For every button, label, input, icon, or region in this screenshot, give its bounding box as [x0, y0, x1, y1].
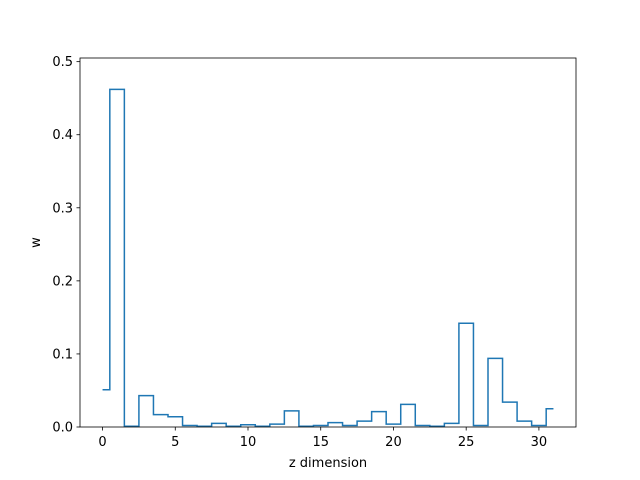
series-line-0: [102, 88, 554, 428]
y-axis: 0.0 0.1 0.2 0.3 0.4 0.5: [52, 55, 80, 436]
y-tick-label: 0.0: [52, 421, 73, 436]
x-tick-label: 5: [171, 435, 179, 450]
x-tick-label: 15: [312, 435, 329, 450]
x-tick-label: 0: [98, 435, 106, 450]
x-axis: 0 5 10 15 20 25 30: [98, 427, 547, 450]
y-axis-label: w: [29, 237, 44, 248]
y-tick-label: 0.2: [52, 274, 73, 289]
y-tick-label: 0.3: [52, 201, 73, 216]
x-tick-label: 30: [531, 435, 548, 450]
y-tick-label: 0.5: [52, 55, 73, 70]
x-tick-label: 10: [240, 435, 257, 450]
x-axis-label: z dimension: [289, 456, 367, 471]
x-tick-label: 25: [458, 435, 475, 450]
x-tick-label: 20: [385, 435, 402, 450]
plot-area: [102, 88, 554, 428]
y-tick-label: 0.4: [52, 128, 73, 143]
axes-frame: [79, 57, 577, 428]
y-tick-label: 0.1: [52, 347, 73, 362]
